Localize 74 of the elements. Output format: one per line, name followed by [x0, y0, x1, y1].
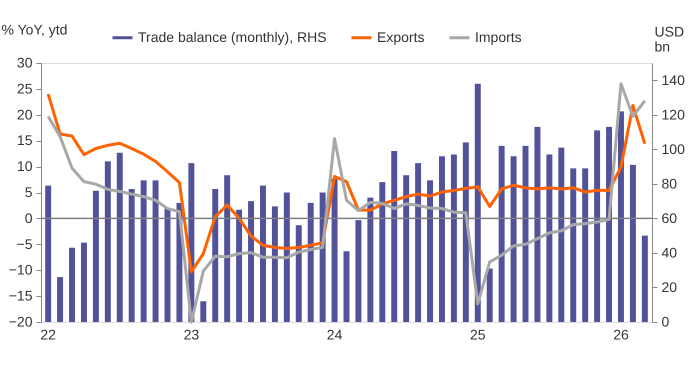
bar — [379, 182, 386, 322]
bar — [224, 175, 230, 322]
bar — [344, 251, 350, 322]
bar — [45, 186, 52, 322]
bar — [92, 190, 99, 322]
y2-tick-label: 40 — [662, 244, 678, 260]
bar — [403, 175, 410, 322]
y2-tick-label: 0 — [662, 314, 670, 330]
bar — [152, 180, 159, 322]
bar — [546, 154, 552, 322]
y-tick-label: 20 — [16, 106, 33, 122]
bar — [534, 126, 540, 322]
y2-tick-label: 140 — [662, 72, 686, 88]
y-tick-label: −5 — [16, 236, 33, 252]
bar — [128, 189, 135, 322]
bar — [618, 111, 624, 322]
bar — [582, 168, 588, 322]
bar — [510, 156, 517, 322]
y2-tick-label: 120 — [662, 106, 686, 122]
bar — [116, 152, 123, 322]
bar — [427, 180, 434, 322]
bar — [200, 301, 206, 322]
bar — [308, 202, 314, 322]
y-tick-label: 30 — [16, 54, 33, 70]
bar — [438, 156, 445, 322]
bar — [462, 142, 469, 322]
y2-tick-label: 80 — [662, 175, 678, 192]
y2-tick-label: 20 — [662, 278, 678, 295]
y-tick-label: 5 — [24, 184, 33, 200]
bar — [498, 146, 505, 322]
y-tick-label: −10 — [8, 262, 33, 278]
y-tick-label: 0 — [24, 210, 33, 226]
legend-label: Trade balance (monthly), RHS — [138, 28, 327, 45]
bar — [642, 236, 648, 322]
y-axis-title: % YoY, ytd — [2, 22, 68, 38]
bar — [272, 206, 278, 322]
bar — [260, 186, 266, 322]
bar — [140, 180, 147, 322]
y-tick-label: −20 — [8, 314, 33, 330]
bar — [594, 130, 600, 322]
bar — [69, 248, 76, 322]
y2-tick-label: 60 — [662, 210, 678, 226]
y-tick-label: 15 — [16, 132, 33, 148]
line-series — [46, 82, 646, 324]
bar — [57, 277, 64, 322]
legend-label: Imports — [475, 28, 522, 45]
x-tick-label: 23 — [184, 326, 200, 342]
bar — [558, 148, 564, 322]
bar — [236, 210, 242, 322]
bar — [367, 198, 374, 322]
legend-label: Exports — [377, 28, 424, 45]
bar — [212, 189, 218, 322]
bar — [104, 161, 111, 322]
x-tick-label: 24 — [326, 326, 343, 342]
y2-tick-label: 100 — [662, 140, 686, 157]
line-series — [46, 92, 646, 274]
bar — [332, 178, 338, 322]
y-tick-label: −15 — [8, 288, 33, 304]
bar — [284, 192, 290, 322]
bar — [486, 268, 493, 322]
y-tick-label: 25 — [16, 80, 33, 96]
x-tick-label: 26 — [613, 326, 629, 342]
y2-axis-title: USD bn — [654, 24, 684, 54]
x-tick-label: 25 — [470, 326, 486, 342]
bar — [164, 208, 170, 322]
bar — [522, 146, 528, 322]
bar — [415, 163, 422, 322]
bar — [630, 164, 636, 322]
bar — [248, 201, 254, 322]
y-tick-label: 10 — [16, 158, 33, 174]
bar — [355, 220, 362, 322]
x-tick-label: 22 — [40, 326, 56, 342]
bar — [80, 242, 87, 322]
bar — [450, 154, 457, 322]
